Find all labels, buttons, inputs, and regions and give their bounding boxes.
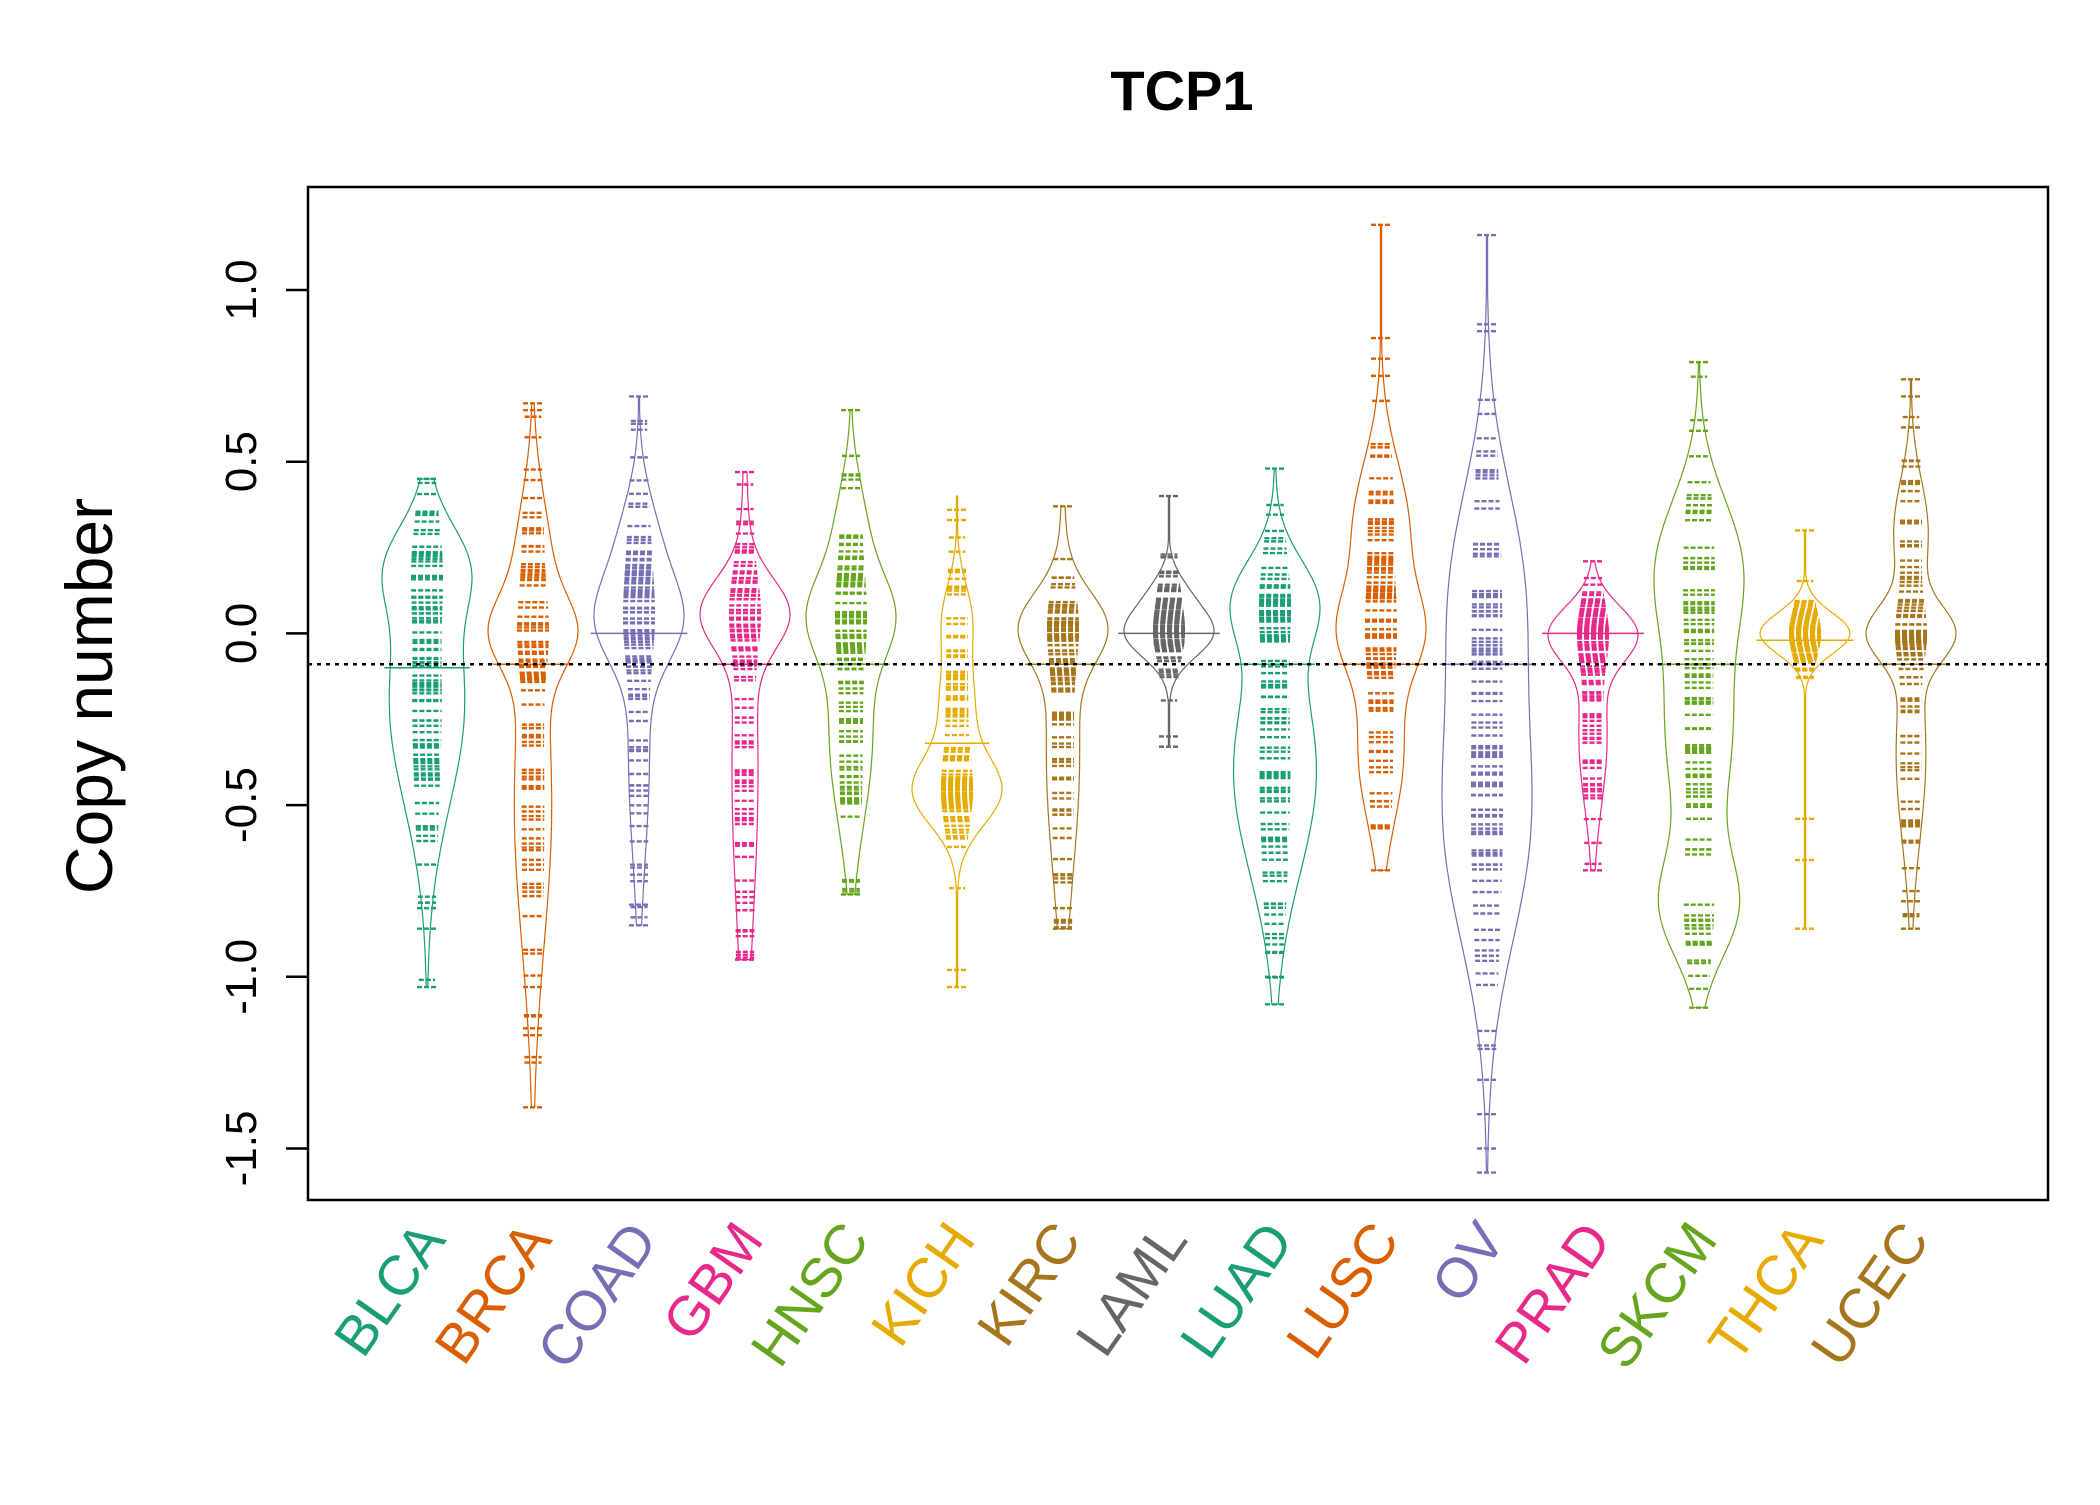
bean-outline	[1759, 529, 1851, 930]
bean-outline	[911, 495, 1003, 988]
x-tick-label-luad: LUAD	[1168, 1211, 1305, 1370]
x-tick-label-ov: OV	[1419, 1210, 1517, 1313]
x-tick-label-kich: KICH	[858, 1211, 986, 1357]
bean-ov	[1439, 233, 1535, 1174]
bean-laml	[1118, 494, 1220, 748]
bean-outline	[1335, 224, 1427, 871]
y-tick-label: -0.5	[217, 767, 266, 843]
chart-title: TCP1	[1110, 59, 1253, 122]
plot-frame	[306, 185, 2050, 1202]
bean-outline	[487, 402, 579, 1108]
bean-luad	[1229, 467, 1321, 1006]
x-tick-label-laml: LAML	[1063, 1211, 1199, 1367]
y-tick-label: -1.5	[217, 1111, 266, 1187]
bean-lusc	[1335, 223, 1427, 872]
bean-coad	[590, 395, 688, 927]
plot-area	[308, 223, 2048, 1174]
y-axis: -1.5 -1.0 -0.5 0.0 0.5 1.0	[217, 185, 2050, 1202]
bean-brca	[487, 402, 579, 1109]
x-tick-label-lusc: LUSC	[1274, 1211, 1411, 1370]
y-axis-label: Copy number	[52, 498, 126, 894]
bean-kirc	[1017, 505, 1109, 930]
bean-prad	[1542, 560, 1644, 872]
y-tick-label: 0.0	[217, 603, 266, 664]
bean-gbm	[699, 470, 791, 961]
bean-hnsc	[805, 409, 897, 896]
bean-outline	[593, 395, 685, 926]
bean-ucec	[1865, 378, 1957, 930]
bean-blca	[381, 477, 473, 989]
y-tick-label: 1.0	[217, 259, 266, 320]
x-tick-label-hnsc: HNSC	[738, 1211, 881, 1377]
y-tick-label: -1.0	[217, 939, 266, 1015]
x-tick-label-ucec: UCEC	[1798, 1211, 1941, 1377]
bean-thca	[1756, 529, 1854, 930]
bean-skcm	[1653, 360, 1745, 1009]
y-tick-label: 0.5	[217, 431, 266, 492]
bean-outline	[1653, 361, 1745, 1009]
bean-kich	[911, 495, 1003, 989]
